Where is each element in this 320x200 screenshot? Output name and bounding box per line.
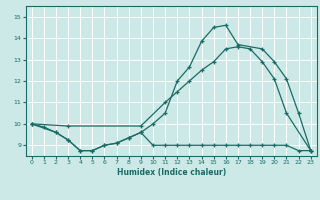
X-axis label: Humidex (Indice chaleur): Humidex (Indice chaleur) <box>116 168 226 177</box>
